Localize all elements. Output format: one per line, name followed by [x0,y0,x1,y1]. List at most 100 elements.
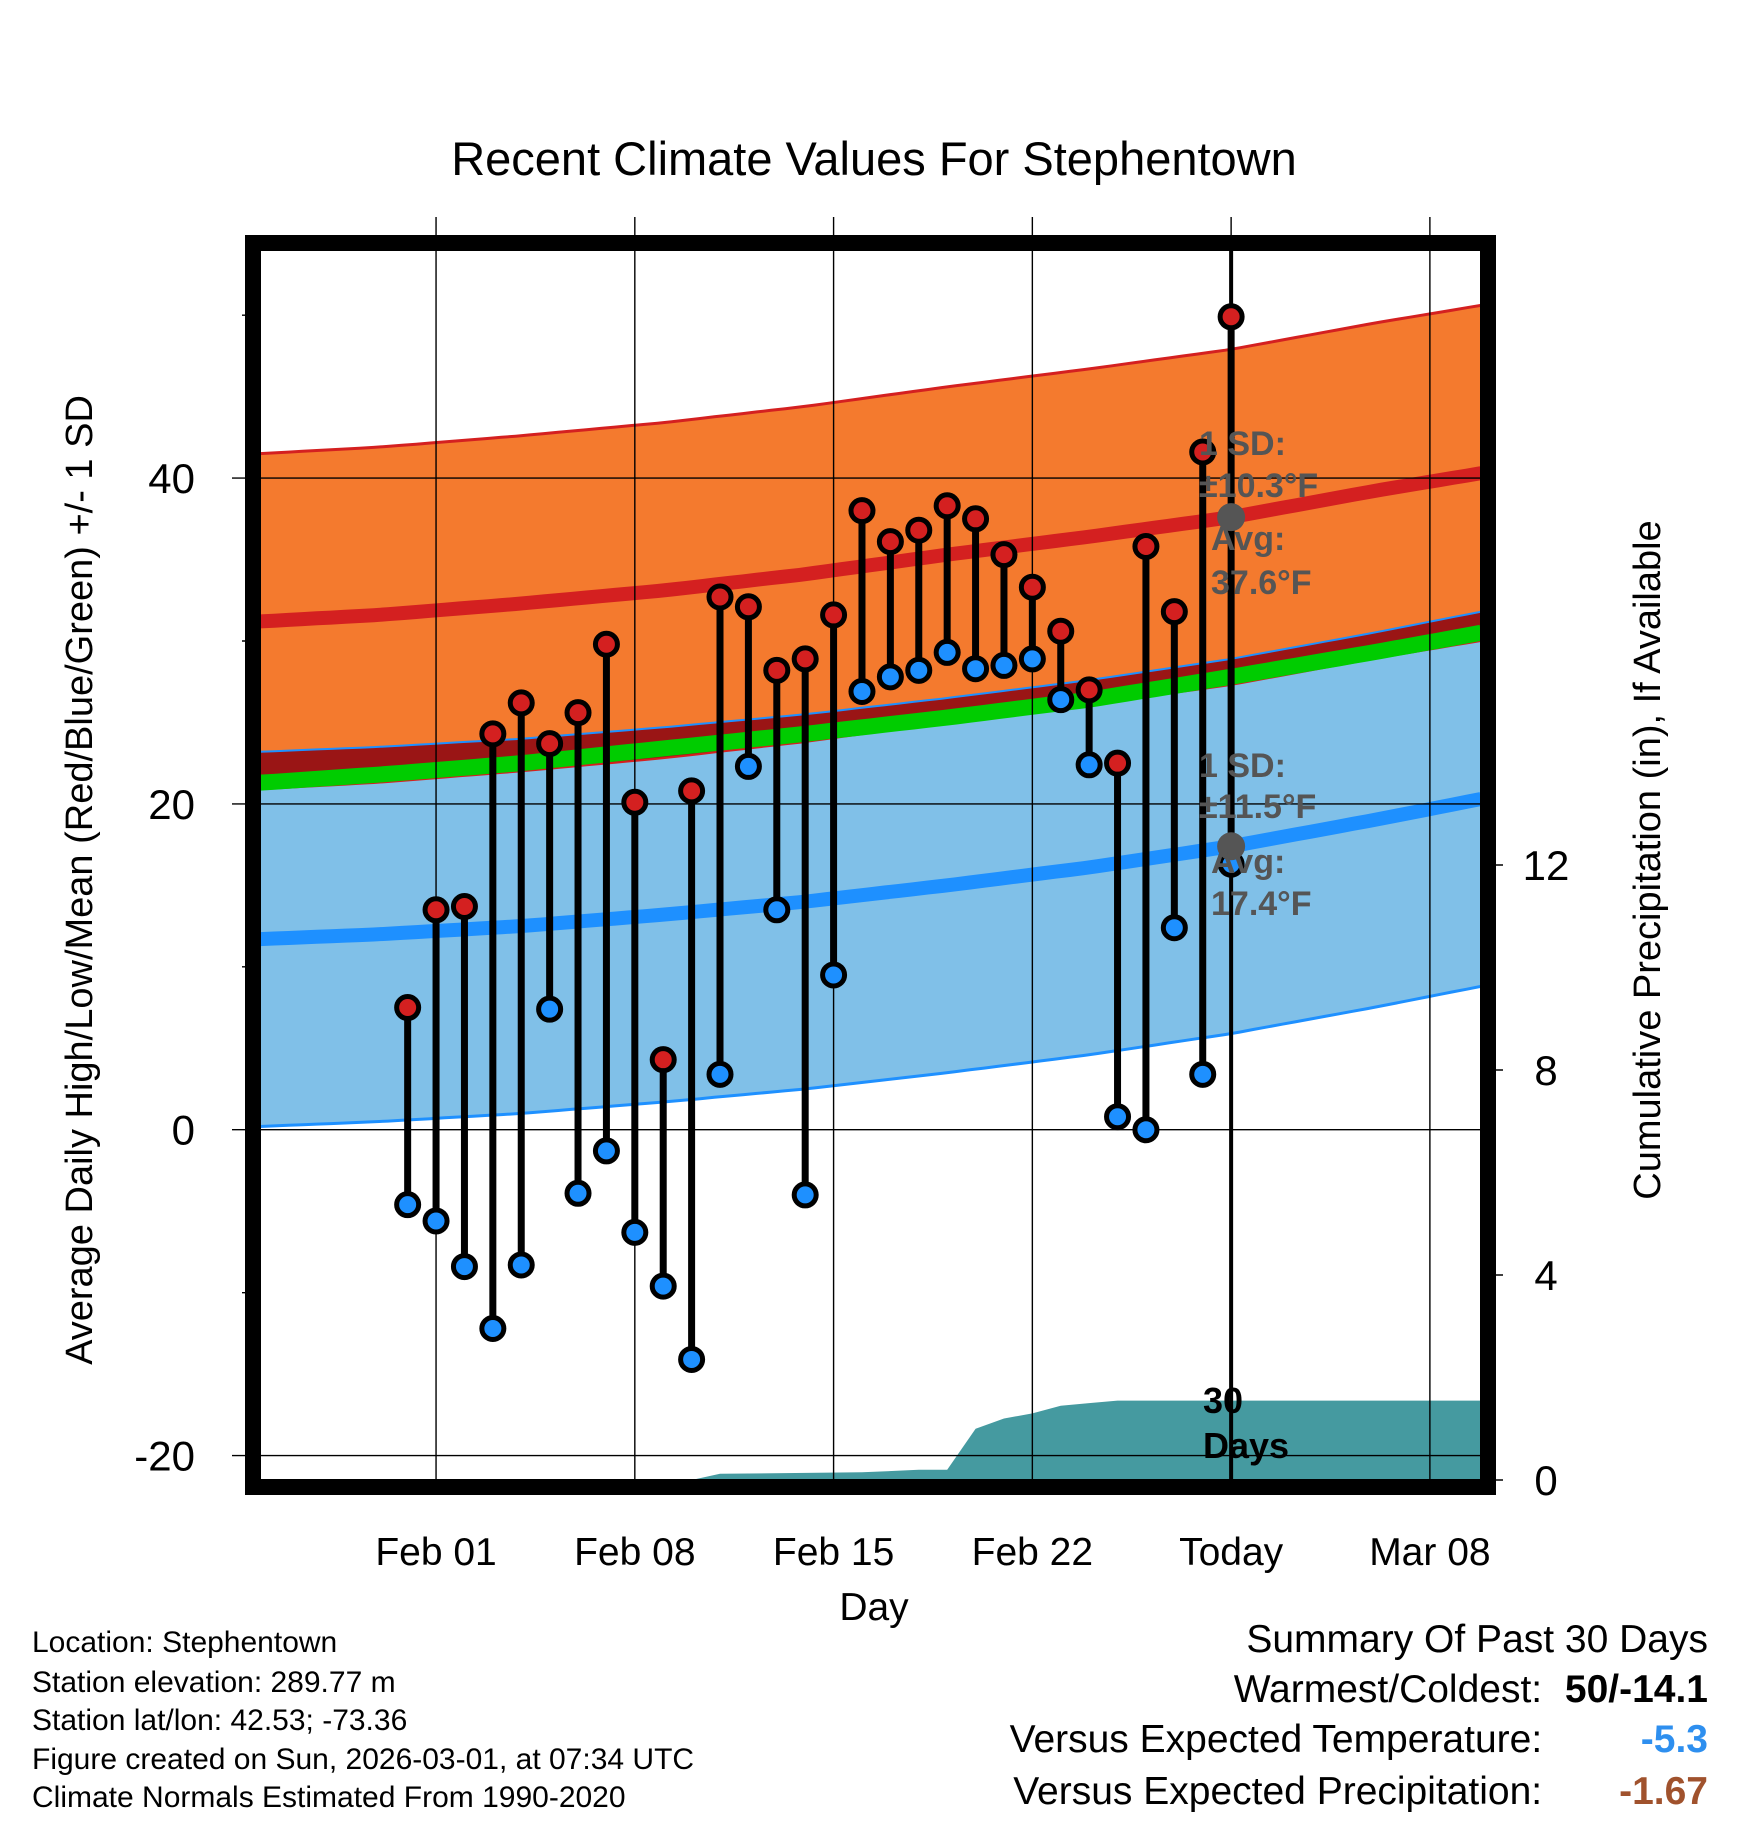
low-point [1078,754,1100,776]
high-avg-value: 37.6°F [1211,564,1312,602]
high-point [936,495,958,517]
high-point [1220,306,1242,328]
low-point [681,1348,703,1370]
summary-title: Summary Of Past 30 Days [1246,1620,1708,1659]
high-point [737,596,759,618]
y-axis-label: Average Daily High/Low/Mean (Red/Blue/Gr… [59,395,101,1365]
low-point [993,654,1015,676]
high-point [681,780,703,802]
high-point [510,692,532,714]
low-avg-label: Avg: [1211,843,1285,881]
info-created: Figure created on Sun, 2026-03-01, at 07… [32,1745,694,1775]
high-point [851,500,873,522]
low-point [1192,1063,1214,1085]
x-tick-label: Mar 08 [1369,1531,1490,1574]
y2-tick-label: 0 [1534,1457,1557,1504]
x-tick-label: Feb 08 [574,1531,695,1574]
low-point [1107,1106,1129,1128]
high-point [1135,536,1157,558]
low-avg-value: 17.4°F [1211,885,1312,923]
info-normals: Climate Normals Estimated From 1990-2020 [32,1783,626,1813]
low-point [425,1210,447,1232]
low-point [851,680,873,702]
low-point [1021,648,1043,670]
summary-warmest-value: 50/-14.1 [1553,1670,1708,1709]
info-latlon: Station lat/lon: 42.53; -73.36 [32,1706,407,1736]
x-tick-label: Feb 15 [773,1531,894,1574]
high-point [766,659,788,681]
low-point [482,1317,504,1339]
x-tick-label: Today [1179,1531,1284,1574]
y2-tick-label: 12 [1523,842,1570,889]
climate-chart: Recent Climate Values For Stephentown Fe… [0,0,1748,1828]
x-axis-label: Day [839,1586,909,1629]
low-point [879,666,901,688]
low-point [539,998,561,1020]
high-point [482,723,504,745]
info-location: Location: Stephentown [32,1628,337,1658]
low-point [624,1221,646,1243]
low-point [595,1140,617,1162]
high-point [624,791,646,813]
high-point [1078,679,1100,701]
high-avg-label: Avg: [1211,520,1285,558]
info-elevation: Station elevation: 289.77 m [32,1668,396,1698]
high-point [397,997,419,1019]
low-point [397,1194,419,1216]
y2-tick-label: 8 [1534,1047,1557,1094]
summary-temp-value: -5.3 [1553,1720,1708,1759]
low-point [737,755,759,777]
precip-area [260,1401,1481,1480]
y2-tick-label: 4 [1534,1252,1557,1299]
low-point [709,1063,731,1085]
summary-precip-row: Versus Expected Precipitation: -1.67 [1013,1772,1708,1811]
high-point [993,544,1015,566]
y2-axis-label: Cumulative Precipitation (in), If Availa… [1627,520,1669,1199]
high-point [595,633,617,655]
low-point [652,1275,674,1297]
high-point [539,733,561,755]
high-point [453,896,475,918]
low-point [1050,689,1072,711]
low-sd-label: 1 SD: [1199,747,1286,785]
summary-precip-label: Versus Expected Precipitation: [1013,1770,1542,1813]
summary-warmest-label: Warmest/Coldest: [1234,1668,1542,1711]
low-point [908,659,930,681]
high-sd-label: 1 SD: [1199,425,1286,463]
x-tick-label: Feb 01 [375,1531,496,1574]
summary-warmest-row: Warmest/Coldest: 50/-14.1 [1234,1670,1708,1709]
high-point [652,1049,674,1071]
y-tick-label: 20 [148,781,195,828]
high-point [425,899,447,921]
high-point [794,648,816,670]
high-point [1050,620,1072,642]
high-point [1107,752,1129,774]
summary-temp-label: Versus Expected Temperature: [1010,1718,1543,1761]
high-point [879,531,901,553]
window-days-number: 30 [1203,1380,1243,1421]
x-tick-label: Feb 22 [972,1531,1093,1574]
window-days-label: Days [1203,1425,1289,1466]
y-tick-label: 40 [148,455,195,502]
low-point [567,1182,589,1204]
low-point [965,658,987,680]
high-sd-value: ±10.3°F [1199,467,1318,505]
high-point [823,604,845,626]
y-tick-label: 0 [172,1107,195,1154]
summary-precip-value: -1.67 [1553,1772,1708,1811]
chart-title: Recent Climate Values For Stephentown [451,132,1297,185]
low-point [453,1256,475,1278]
low-point [794,1184,816,1206]
high-point [567,702,589,724]
low-point [510,1254,532,1276]
high-point [709,586,731,608]
low-point [936,641,958,663]
high-point [1163,601,1185,623]
high-point [908,519,930,541]
low-point [823,964,845,986]
high-point [1021,576,1043,598]
low-point [766,899,788,921]
high-point [965,508,987,530]
low-point [1135,1119,1157,1141]
y-tick-label: -20 [134,1433,195,1480]
